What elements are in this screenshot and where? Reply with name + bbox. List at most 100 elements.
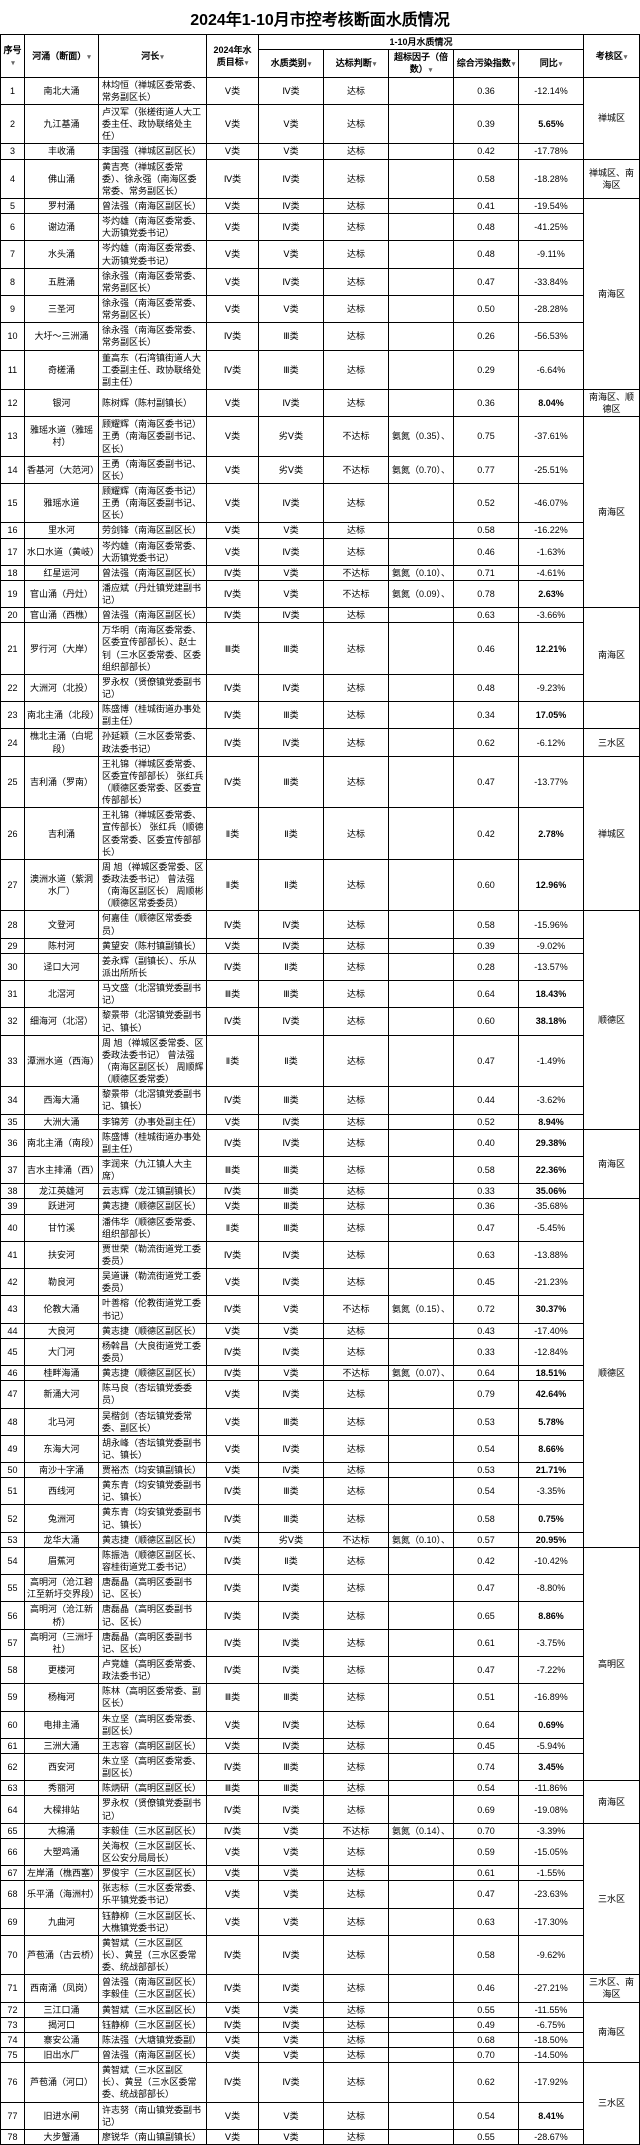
cell: 香基河（大范河） xyxy=(25,456,99,483)
cell: 11 xyxy=(1,350,25,389)
cell: 岑灼雄（南海区委常委、大沥镇党委书记） xyxy=(99,538,207,565)
cell: 0.77 xyxy=(454,456,519,483)
cell: 60 xyxy=(1,1711,25,1738)
cell: Ⅴ类 xyxy=(207,389,259,416)
cell: Ⅳ类 xyxy=(207,1505,259,1532)
cell: 高明河（沧江碧江至新圩交界段） xyxy=(25,1575,99,1602)
cell xyxy=(389,981,454,1008)
cell: 7 xyxy=(1,241,25,268)
zone-cell: 顺德区 xyxy=(584,1199,640,1548)
cell: -21.23% xyxy=(519,1269,584,1296)
col-target[interactable]: 2024年水质目标 xyxy=(207,35,259,78)
table-row: 15雅瑶水道顾耀辉（南海区委书记） 王勇（南海区委副书记、区长）Ⅴ类Ⅳ类达标0.… xyxy=(1,483,640,522)
cell: Ⅳ类 xyxy=(207,565,259,580)
cell: 劣Ⅴ类 xyxy=(259,456,324,483)
cell: 迳口大河 xyxy=(25,953,99,980)
cell: 0.71 xyxy=(454,565,519,580)
cell xyxy=(389,1214,454,1241)
cell: Ⅳ类 xyxy=(207,1478,259,1505)
cell: Ⅳ类 xyxy=(259,1381,324,1408)
cell: Ⅳ类 xyxy=(259,483,324,522)
col-reach[interactable]: 达标判断 xyxy=(324,50,389,78)
cell: 马文盛（北滘镇党委副书记） xyxy=(99,981,207,1008)
cell: 35 xyxy=(1,1114,25,1129)
cell: 0.61 xyxy=(454,1866,519,1881)
table-row: 75旧出水厂曾法强（南海区副区长）Ⅴ类Ⅴ类达标0.70-14.50% xyxy=(1,2047,640,2062)
col-cat[interactable]: 水质类别 xyxy=(259,50,324,78)
cell xyxy=(389,1754,454,1781)
water-quality-table: 序号 河涌（断面） 河长 2024年水质目标 1-10月水质情况 考核区 水质类… xyxy=(0,34,640,2145)
cell: Ⅳ类 xyxy=(259,1738,324,1753)
col-no[interactable]: 序号 xyxy=(1,35,25,78)
cell: Ⅴ类 xyxy=(207,1463,259,1478)
cell: 56 xyxy=(1,1602,25,1629)
cell: 32 xyxy=(1,1008,25,1035)
cell: 曾法强（南海区副区长） xyxy=(99,2047,207,2062)
cell: 13 xyxy=(1,417,25,456)
col-yoy[interactable]: 同比 xyxy=(519,50,584,78)
col-exceed[interactable]: 超标因子（倍数） xyxy=(389,50,454,78)
cell: 西海大涌 xyxy=(25,1087,99,1114)
cell: 0.60 xyxy=(454,1008,519,1035)
cell: 达标 xyxy=(324,1381,389,1408)
cell: -6.75% xyxy=(519,2017,584,2032)
cell: Ⅳ类 xyxy=(207,1754,259,1781)
cell: 0.61 xyxy=(454,1629,519,1656)
cell: Ⅴ类 xyxy=(207,1738,259,1753)
table-row: 61三洲大涌王志容（高明区副区长）Ⅴ类Ⅳ类达标0.45-5.94% xyxy=(1,1738,640,1753)
cell: 44 xyxy=(1,1323,25,1338)
cell: 杨斡昌（大良街道党工委委员） xyxy=(99,1338,207,1365)
zone-cell: 三水区 xyxy=(584,729,640,756)
cell: 陈盛博（桂城街道办事处副主任） xyxy=(99,1129,207,1156)
table-row: 45大门河杨斡昌（大良街道党工委委员）Ⅳ类Ⅳ类达标0.33-12.84% xyxy=(1,1338,640,1365)
col-index[interactable]: 综合污染指数 xyxy=(454,50,519,78)
cell: Ⅳ类 xyxy=(207,1629,259,1656)
cell: Ⅴ类 xyxy=(207,417,259,456)
cell: 0.58 xyxy=(454,911,519,938)
cell: 47 xyxy=(1,1381,25,1408)
zone-cell: 南海区 xyxy=(584,2002,640,2063)
cell: 45 xyxy=(1,1338,25,1365)
cell: 达标 xyxy=(324,483,389,522)
cell: 朱立坚（高明区委常委、副区长） xyxy=(99,1754,207,1781)
cell: 达标 xyxy=(324,1008,389,1035)
col-zone[interactable]: 考核区 xyxy=(584,35,640,78)
cell: Ⅴ类 xyxy=(207,214,259,241)
cell xyxy=(389,1381,454,1408)
cell: 0.63 xyxy=(454,1908,519,1935)
cell: 0.47 xyxy=(454,1214,519,1241)
cell: Ⅱ类 xyxy=(259,808,324,860)
cell: 黎景带（北滘镇党委副书记、镇长） xyxy=(99,1087,207,1114)
cell: 0.64 xyxy=(454,981,519,1008)
cell: Ⅲ类 xyxy=(259,350,324,389)
cell: 0.75 xyxy=(454,417,519,456)
cell: -12.14% xyxy=(519,77,584,104)
cell: Ⅳ类 xyxy=(259,608,324,623)
cell: 大步蟹涌 xyxy=(25,2129,99,2144)
col-river[interactable]: 河涌（断面） xyxy=(25,35,99,78)
col-chief[interactable]: 河长 xyxy=(99,35,207,78)
cell xyxy=(389,1435,454,1462)
cell: Ⅲ类 xyxy=(259,702,324,729)
cell: -17.40% xyxy=(519,1323,584,1338)
cell: Ⅴ类 xyxy=(259,523,324,538)
cell: 黄智斌（三水区副区长）、黄昱（三水区委常委、统战部部长） xyxy=(99,2063,207,2102)
cell: 达标 xyxy=(324,1629,389,1656)
cell xyxy=(389,1575,454,1602)
cell xyxy=(389,268,454,295)
cell: Ⅴ类 xyxy=(207,2047,259,2062)
cell: 12.21% xyxy=(519,623,584,675)
table-row: 74寨安公涌陈法强（大塘镇党委副）Ⅴ类Ⅴ类达标0.68-18.50% xyxy=(1,2032,640,2047)
table-row: 18红星运河曾法强（南海区副区长）Ⅳ类Ⅴ类不达标氨氮（0.10）、0.71-4.… xyxy=(1,565,640,580)
cell: 达标 xyxy=(324,323,389,350)
cell: Ⅴ类 xyxy=(259,1866,324,1881)
cell: Ⅲ类 xyxy=(259,1684,324,1711)
cell: 三洲大涌 xyxy=(25,1738,99,1753)
cell: -13.57% xyxy=(519,953,584,980)
table-row: 28文登河何嘉佳（顺德区常委委员）Ⅳ类Ⅳ类达标0.58-15.96%顺德区 xyxy=(1,911,640,938)
cell: Ⅳ类 xyxy=(259,1602,324,1629)
cell: 廖锐华（南山镇副镇长） xyxy=(99,2129,207,2144)
cell: 周 旭（禅城区委常委、区委政法委书记） 曾法强（南海区副区长） 周顺彬（顺德区常… xyxy=(99,859,207,911)
cell: 达标 xyxy=(324,674,389,701)
cell: 52 xyxy=(1,1505,25,1532)
